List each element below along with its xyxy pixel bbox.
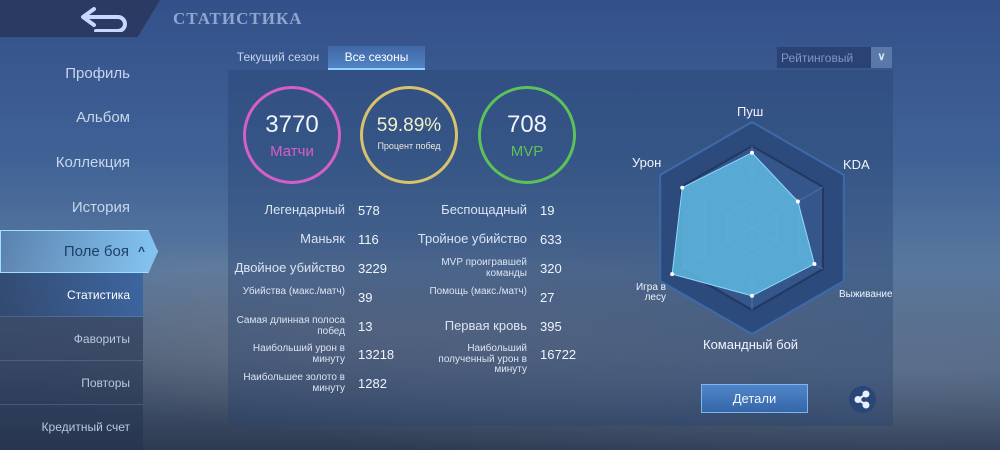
stat-label: Убийства (макс./матч) [242, 286, 345, 297]
sidebar-item-album[interactable]: Альбом [76, 109, 130, 126]
stat-label: Тройное убийство [417, 231, 527, 246]
sidebar-item-history[interactable]: История [71, 199, 130, 216]
summary-label: Матчи [270, 143, 314, 160]
summary-value: 3770 [265, 111, 319, 138]
summary-value: 59.89% [376, 115, 442, 136]
stat-label: Наибольший полученный урон в минуту [438, 343, 527, 375]
summary-circle: 59.89% Процент побед [360, 86, 458, 184]
radar-point [750, 293, 754, 298]
stat-value: 3229 [358, 261, 387, 276]
summary-label: MVP [510, 143, 544, 160]
stat-value: 27 [540, 290, 555, 305]
chevron-down-icon: ∨ [871, 47, 892, 68]
back-arrow-icon[interactable] [80, 6, 130, 32]
share-button[interactable] [849, 386, 876, 413]
sidebar-item-label: Поле боя [63, 243, 129, 260]
stat-label: Наибольшее золото в минуту [243, 372, 345, 394]
stat-value: 633 [540, 232, 562, 247]
radar-label-jungle: Игра в лесу [635, 282, 666, 303]
radar-label-survival: Выживание [839, 289, 893, 300]
stat-label: Маньяк [300, 231, 345, 246]
mode-select[interactable]: Рейтинговый ∨ [776, 46, 893, 69]
back-bar [0, 0, 160, 37]
stat-value: 320 [540, 261, 562, 276]
stat-value: 16722 [540, 347, 577, 362]
summary-value: 708 [506, 111, 548, 138]
stat-label: Наибольший урон в минуту [252, 343, 345, 365]
details-button[interactable]: Детали [701, 384, 808, 413]
sidebar-item-battlefield[interactable]: Поле боя ^ [0, 230, 158, 273]
radar-label-kda: KDA [843, 157, 870, 172]
sidebar-item-collection[interactable]: Коллекция [55, 154, 130, 171]
stat-value: 395 [540, 319, 562, 334]
submenu-item-replays[interactable]: Повторы [0, 361, 143, 405]
radar-point [812, 262, 817, 267]
summary-circle: 3770 Матчи [243, 86, 341, 184]
radar-point [750, 150, 754, 155]
submenu-item-credit[interactable]: Кредитный счет [41, 420, 130, 434]
submenu-item-favorites[interactable]: Фавориты [0, 317, 143, 361]
stat-label: Легендарный [264, 202, 345, 217]
stat-value: 116 [358, 232, 379, 247]
radar-label-teamfight: Командный бой [703, 337, 799, 352]
radar-chart [659, 120, 845, 336]
stat-label: Беспощадный [441, 202, 527, 217]
stat-label: Первая кровь [444, 318, 527, 333]
summary-label: Процент побед [377, 141, 441, 151]
page-title: СТАТИСТИКА [173, 9, 303, 28]
radar-point [680, 185, 685, 190]
sidebar-item-profile[interactable]: Профиль [65, 65, 130, 82]
stat-label: MVP проигравшей команды [441, 257, 527, 279]
radar-point [670, 272, 675, 277]
chevron-up-icon: ^ [137, 244, 145, 258]
summary-circle: 708 MVP [478, 86, 576, 184]
mode-select-value: Рейтинговый [781, 51, 854, 65]
stat-value: 13 [358, 319, 373, 334]
stat-label: Помощь (макс./матч) [429, 286, 527, 297]
tab-all-seasons[interactable]: Все сезоны [328, 46, 425, 70]
stat-value: 578 [358, 203, 380, 218]
stat-value: 39 [358, 290, 373, 305]
share-icon [854, 390, 870, 409]
submenu: Статистика Фавориты Повторы Кредитный сч… [0, 273, 143, 450]
submenu-item-statistics[interactable]: Статистика [0, 273, 143, 317]
stat-label: Самая длинная полоса побед [236, 315, 345, 337]
radar-label-push: Пуш [737, 104, 764, 119]
stat-value: 19 [540, 203, 555, 218]
stat-value: 13218 [358, 347, 395, 362]
stat-label: Двойное убийство [234, 260, 345, 275]
tab-current-season[interactable]: Текущий сезон [236, 50, 320, 64]
radar-label-damage: Урон [632, 155, 662, 170]
stat-value: 1282 [358, 376, 387, 391]
radar-point [795, 199, 800, 204]
